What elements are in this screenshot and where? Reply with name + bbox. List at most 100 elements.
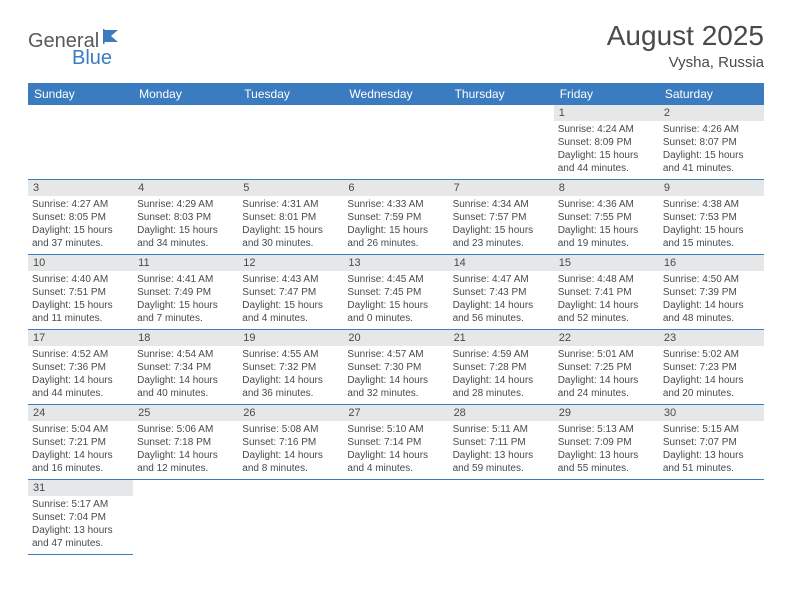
calendar-cell [238, 105, 343, 180]
daylight-line: Daylight: 14 hours and 20 minutes. [663, 374, 760, 400]
sunrise-line: Sunrise: 4:54 AM [137, 348, 234, 361]
calendar-cell: 20Sunrise: 4:57 AMSunset: 7:30 PMDayligh… [343, 330, 448, 405]
sunrise-line: Sunrise: 5:02 AM [663, 348, 760, 361]
calendar-row: 17Sunrise: 4:52 AMSunset: 7:36 PMDayligh… [28, 330, 764, 405]
day-number: 31 [28, 480, 133, 496]
calendar-cell [343, 105, 448, 180]
day-number: 22 [554, 330, 659, 346]
day-details: Sunrise: 5:04 AMSunset: 7:21 PMDaylight:… [28, 421, 133, 479]
calendar-cell [449, 105, 554, 180]
month-title: August 2025 [607, 20, 764, 52]
sunset-line: Sunset: 7:16 PM [242, 436, 339, 449]
day-details: Sunrise: 5:08 AMSunset: 7:16 PMDaylight:… [238, 421, 343, 479]
calendar-cell: 11Sunrise: 4:41 AMSunset: 7:49 PMDayligh… [133, 255, 238, 330]
day-details: Sunrise: 4:54 AMSunset: 7:34 PMDaylight:… [133, 346, 238, 404]
sunset-line: Sunset: 7:39 PM [663, 286, 760, 299]
calendar-cell: 4Sunrise: 4:29 AMSunset: 8:03 PMDaylight… [133, 180, 238, 255]
sunrise-line: Sunrise: 4:29 AM [137, 198, 234, 211]
weekday-header: Saturday [659, 83, 764, 105]
weekday-header: Wednesday [343, 83, 448, 105]
day-details: Sunrise: 4:55 AMSunset: 7:32 PMDaylight:… [238, 346, 343, 404]
sunrise-line: Sunrise: 4:27 AM [32, 198, 129, 211]
day-number: 13 [343, 255, 448, 271]
sunrise-line: Sunrise: 5:11 AM [453, 423, 550, 436]
day-number: 18 [133, 330, 238, 346]
day-number: 10 [28, 255, 133, 271]
calendar-cell [659, 480, 764, 555]
day-details: Sunrise: 4:57 AMSunset: 7:30 PMDaylight:… [343, 346, 448, 404]
sunset-line: Sunset: 8:09 PM [558, 136, 655, 149]
day-number: 5 [238, 180, 343, 196]
sunset-line: Sunset: 8:07 PM [663, 136, 760, 149]
day-details: Sunrise: 5:11 AMSunset: 7:11 PMDaylight:… [449, 421, 554, 479]
daylight-line: Daylight: 13 hours and 55 minutes. [558, 449, 655, 475]
calendar-cell: 27Sunrise: 5:10 AMSunset: 7:14 PMDayligh… [343, 405, 448, 480]
sunset-line: Sunset: 7:25 PM [558, 361, 655, 374]
day-number: 1 [554, 105, 659, 121]
title-block: August 2025 Vysha, Russia [607, 20, 764, 71]
calendar-cell: 3Sunrise: 4:27 AMSunset: 8:05 PMDaylight… [28, 180, 133, 255]
day-number: 4 [133, 180, 238, 196]
sunset-line: Sunset: 7:30 PM [347, 361, 444, 374]
day-details: Sunrise: 4:38 AMSunset: 7:53 PMDaylight:… [659, 196, 764, 254]
daylight-line: Daylight: 15 hours and 26 minutes. [347, 224, 444, 250]
day-number: 25 [133, 405, 238, 421]
day-details: Sunrise: 4:29 AMSunset: 8:03 PMDaylight:… [133, 196, 238, 254]
calendar-row: 10Sunrise: 4:40 AMSunset: 7:51 PMDayligh… [28, 255, 764, 330]
daylight-line: Daylight: 15 hours and 0 minutes. [347, 299, 444, 325]
sunrise-line: Sunrise: 4:43 AM [242, 273, 339, 286]
daylight-line: Daylight: 15 hours and 44 minutes. [558, 149, 655, 175]
calendar-cell [133, 105, 238, 180]
day-number: 30 [659, 405, 764, 421]
calendar-cell: 16Sunrise: 4:50 AMSunset: 7:39 PMDayligh… [659, 255, 764, 330]
calendar-cell: 6Sunrise: 4:33 AMSunset: 7:59 PMDaylight… [343, 180, 448, 255]
calendar-table: Sunday Monday Tuesday Wednesday Thursday… [28, 83, 764, 555]
day-details: Sunrise: 4:43 AMSunset: 7:47 PMDaylight:… [238, 271, 343, 329]
calendar-cell: 10Sunrise: 4:40 AMSunset: 7:51 PMDayligh… [28, 255, 133, 330]
daylight-line: Daylight: 14 hours and 24 minutes. [558, 374, 655, 400]
calendar-cell: 2Sunrise: 4:26 AMSunset: 8:07 PMDaylight… [659, 105, 764, 180]
daylight-line: Daylight: 14 hours and 8 minutes. [242, 449, 339, 475]
calendar-row: 24Sunrise: 5:04 AMSunset: 7:21 PMDayligh… [28, 405, 764, 480]
weekday-header: Monday [133, 83, 238, 105]
sunset-line: Sunset: 7:23 PM [663, 361, 760, 374]
day-details: Sunrise: 4:31 AMSunset: 8:01 PMDaylight:… [238, 196, 343, 254]
day-details: Sunrise: 5:15 AMSunset: 7:07 PMDaylight:… [659, 421, 764, 479]
location: Vysha, Russia [607, 54, 764, 71]
sunrise-line: Sunrise: 4:47 AM [453, 273, 550, 286]
daylight-line: Daylight: 14 hours and 12 minutes. [137, 449, 234, 475]
day-number: 19 [238, 330, 343, 346]
calendar-cell: 19Sunrise: 4:55 AMSunset: 7:32 PMDayligh… [238, 330, 343, 405]
calendar-cell: 15Sunrise: 4:48 AMSunset: 7:41 PMDayligh… [554, 255, 659, 330]
calendar-row: 3Sunrise: 4:27 AMSunset: 8:05 PMDaylight… [28, 180, 764, 255]
calendar-cell: 21Sunrise: 4:59 AMSunset: 7:28 PMDayligh… [449, 330, 554, 405]
calendar-cell: 18Sunrise: 4:54 AMSunset: 7:34 PMDayligh… [133, 330, 238, 405]
sunrise-line: Sunrise: 4:31 AM [242, 198, 339, 211]
header: GeneralBlue August 2025 Vysha, Russia [28, 20, 764, 71]
day-details: Sunrise: 4:33 AMSunset: 7:59 PMDaylight:… [343, 196, 448, 254]
calendar-cell: 17Sunrise: 4:52 AMSunset: 7:36 PMDayligh… [28, 330, 133, 405]
sunrise-line: Sunrise: 4:59 AM [453, 348, 550, 361]
calendar-cell [343, 480, 448, 555]
daylight-line: Daylight: 14 hours and 32 minutes. [347, 374, 444, 400]
sunset-line: Sunset: 7:43 PM [453, 286, 550, 299]
calendar-cell: 14Sunrise: 4:47 AMSunset: 7:43 PMDayligh… [449, 255, 554, 330]
sunset-line: Sunset: 8:01 PM [242, 211, 339, 224]
weekday-header: Tuesday [238, 83, 343, 105]
day-number: 17 [28, 330, 133, 346]
calendar-cell: 23Sunrise: 5:02 AMSunset: 7:23 PMDayligh… [659, 330, 764, 405]
calendar-cell: 28Sunrise: 5:11 AMSunset: 7:11 PMDayligh… [449, 405, 554, 480]
day-number: 7 [449, 180, 554, 196]
sunset-line: Sunset: 7:53 PM [663, 211, 760, 224]
daylight-line: Daylight: 15 hours and 4 minutes. [242, 299, 339, 325]
sunset-line: Sunset: 7:07 PM [663, 436, 760, 449]
day-details: Sunrise: 5:06 AMSunset: 7:18 PMDaylight:… [133, 421, 238, 479]
day-details: Sunrise: 4:47 AMSunset: 7:43 PMDaylight:… [449, 271, 554, 329]
sunset-line: Sunset: 7:11 PM [453, 436, 550, 449]
calendar-row: 1Sunrise: 4:24 AMSunset: 8:09 PMDaylight… [28, 105, 764, 180]
day-number: 12 [238, 255, 343, 271]
sunrise-line: Sunrise: 4:36 AM [558, 198, 655, 211]
daylight-line: Daylight: 15 hours and 11 minutes. [32, 299, 129, 325]
day-details: Sunrise: 4:36 AMSunset: 7:55 PMDaylight:… [554, 196, 659, 254]
calendar-cell [28, 105, 133, 180]
